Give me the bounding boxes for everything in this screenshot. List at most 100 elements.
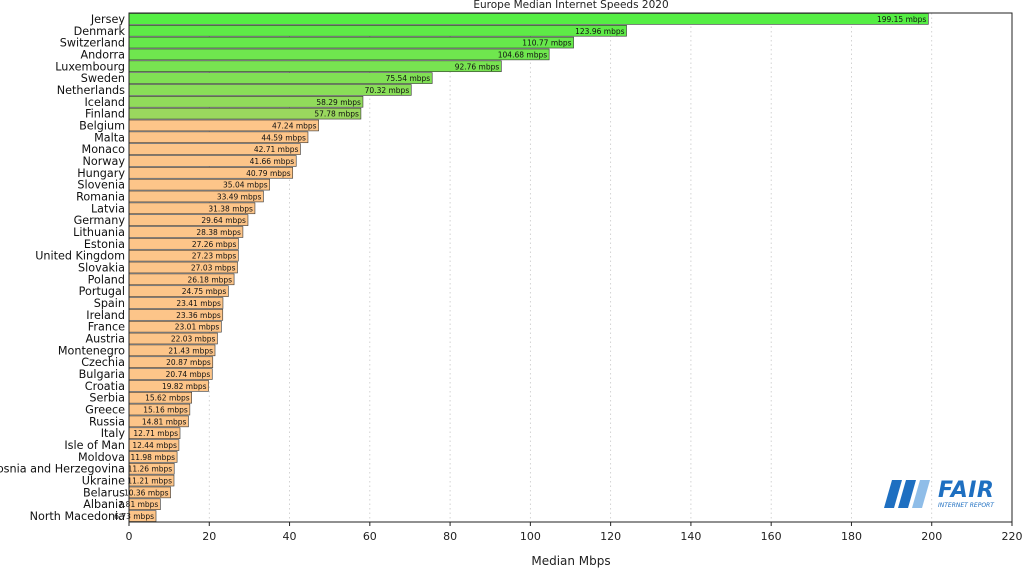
data-label-0: 199.15 mbps [877,15,926,24]
plot-frame [128,12,1013,523]
x-tick-label-3: 60 [363,530,377,543]
data-label-36: 12.44 mbps [132,441,177,450]
category-label-11: Monaco [82,143,126,156]
category-label-16: Latvia [91,202,125,215]
axes [128,12,1013,526]
category-label-26: France [88,321,125,334]
data-label-18: 28.38 mbps [196,228,241,237]
category-label-38: Bosnia and Herzegovina [0,463,125,476]
category-label-37: Moldova [78,451,125,464]
data-label-31: 19.82 mbps [162,382,207,391]
x-tick-label-11: 220 [1002,530,1023,543]
bar-3 [128,48,550,61]
data-label-35: 12.71 mbps [133,429,178,438]
category-label-1: Denmark [74,25,126,38]
category-label-10: Malta [94,131,125,144]
category-label-23: Portugal [79,285,125,298]
category-label-17: Germany [74,214,126,227]
data-label-28: 21.43 mbps [168,346,213,355]
data-label-32: 15.62 mbps [145,394,190,403]
category-label-5: Sweden [81,72,125,85]
chart-title: Europe Median Internet Speeds 2020 [473,0,668,11]
data-label-25: 23.36 mbps [176,311,221,320]
category-label-39: Ukraine [82,475,125,488]
x-tick-label-1: 20 [202,530,216,543]
data-label-12: 41.66 mbps [250,157,295,166]
data-label-23: 24.75 mbps [182,287,227,296]
category-label-41: Albania [83,498,125,511]
data-label-19: 27.26 mbps [192,240,237,249]
category-label-12: Norway [83,155,126,168]
x-tick-label-2: 40 [283,530,297,543]
bar-2 [128,36,574,49]
data-label-39: 11.21 mbps [127,477,172,486]
category-label-40: Belarus [83,486,125,499]
category-label-9: Belgium [79,119,125,132]
category-label-18: Lithuania [73,226,125,239]
category-label-25: Ireland [86,309,125,322]
data-label-21: 27.03 mbps [191,264,236,273]
data-label-30: 20.74 mbps [166,370,211,379]
x-tick-label-9: 180 [841,530,862,543]
category-label-22: Poland [88,273,125,286]
category-label-36: Isle of Man [64,439,125,452]
data-label-22: 26.18 mbps [187,275,232,284]
category-label-20: United Kingdom [35,250,125,263]
bar-1 [128,25,627,37]
data-label-3: 104.68 mbps [498,50,547,59]
data-label-8: 57.78 mbps [314,110,359,119]
data-label-38: 11.26 mbps [128,465,173,474]
data-label-27: 22.03 mbps [171,335,216,344]
data-label-34: 14.81 mbps [142,417,187,426]
data-label-17: 29.64 mbps [201,216,246,225]
x-tick-label-10: 200 [921,530,942,543]
category-label-19: Estonia [84,238,125,251]
data-label-2: 110.77 mbps [522,39,571,48]
data-label-6: 70.32 mbps [365,86,410,95]
data-label-1: 123.96 mbps [575,27,624,36]
logo-subtitle: INTERNET REPORT [938,502,994,509]
data-label-29: 20.87 mbps [166,358,211,367]
grid-lines [208,13,933,522]
data-label-42: 6.73 mbps [114,512,154,521]
category-label-27: Austria [85,333,125,346]
category-label-0: Jersey [90,13,125,26]
category-label-13: Hungary [77,167,125,180]
logo-wordmark: FAIR [938,478,995,503]
category-label-8: Finland [85,108,125,121]
bar-4 [128,60,502,73]
x-tick-label-7: 140 [680,530,701,543]
data-label-7: 58.29 mbps [316,98,361,107]
data-label-5: 75.54 mbps [386,74,431,83]
data-label-4: 92.76 mbps [455,62,500,71]
data-label-13: 40.79 mbps [246,169,291,178]
data-labels: 199.15 mbps 123.96 mbps 110.77 mbps 104.68 … [114,15,926,521]
bars [128,13,929,522]
x-tick-label-8: 160 [761,530,782,543]
category-label-3: Andorra [80,48,125,61]
data-label-37: 11.98 mbps [130,453,175,462]
stripes-logo-icon [884,480,930,508]
category-label-29: Czechia [81,356,125,369]
category-label-33: Greece [85,404,125,417]
category-label-24: Spain [94,297,125,310]
x-tick-label-0: 0 [126,530,133,543]
data-label-20: 27.23 mbps [192,252,237,261]
category-label-15: Romania [76,190,125,203]
x-tick-labels: 0 20 40 60 80 100 120 140 160 180 200 220 [126,530,1023,543]
data-label-33: 15.16 mbps [143,406,188,415]
x-tick-label-6: 120 [600,530,621,543]
category-label-30: Bulgaria [79,368,125,381]
x-axis-label: Median Mbps [531,554,610,568]
category-label-34: Russia [89,415,125,428]
fair-logo: FAIR INTERNET REPORT [882,478,1002,512]
category-label-28: Montenegro [58,344,125,357]
data-label-24: 23.41 mbps [176,299,221,308]
data-label-16: 31.38 mbps [208,204,253,213]
category-label-32: Serbia [89,392,125,405]
data-label-26: 23.01 mbps [175,323,220,332]
data-label-40: 10.36 mbps [124,488,169,497]
data-label-10: 44.59 mbps [261,133,306,142]
data-label-11: 42.71 mbps [254,145,299,154]
category-label-6: Netherlands [57,84,125,97]
